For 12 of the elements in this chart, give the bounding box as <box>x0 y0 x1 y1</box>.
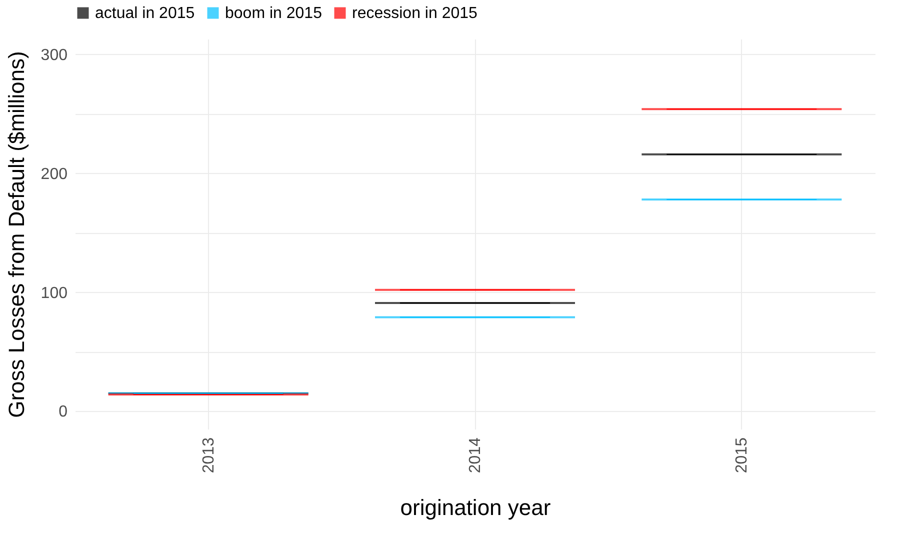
y-tick-label: 200 <box>40 166 68 183</box>
y-tick-label: 0 <box>58 404 68 421</box>
x-axis-title: origination year <box>400 495 551 520</box>
x-tick-label: 2015 <box>734 437 751 474</box>
legend-label: actual in 2015 <box>95 5 195 22</box>
y-axis-title: Gross Losses from Default ($millions) <box>4 51 29 418</box>
legend-label: recession in 2015 <box>352 5 478 22</box>
x-tick-label: 2013 <box>200 437 218 474</box>
y-tick-label: 100 <box>40 284 68 302</box>
legend-label: boom in 2015 <box>225 5 322 22</box>
x-tick-label: 2014 <box>467 437 484 474</box>
y-tick-label: 300 <box>40 46 68 64</box>
